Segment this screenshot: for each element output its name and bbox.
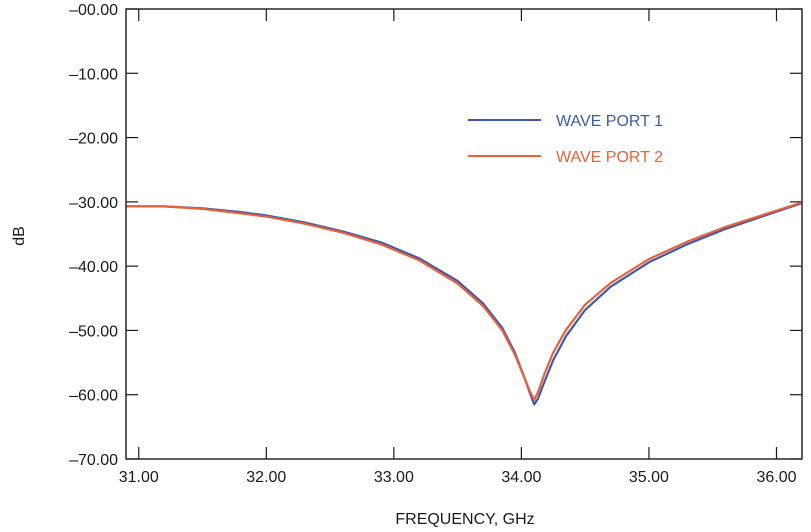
x-tick-label: 32.00 (246, 469, 286, 486)
y-axis-title: dB (11, 226, 28, 246)
y-tick-label: –20.00 (69, 131, 118, 148)
legend: WAVE PORT 1 WAVE PORT 2 (468, 113, 663, 166)
legend-label-wave-port-1: WAVE PORT 1 (556, 113, 663, 130)
x-tick-label: 31.00 (119, 469, 159, 486)
y-tick-label: –60.00 (69, 388, 118, 405)
x-tick-label: 35.00 (629, 469, 669, 486)
series-lines (126, 201, 803, 406)
axis-ticks (126, 8, 802, 460)
tick-labels: 31.00 32.00 33.00 34.00 35.00 36.00 –00.00 –10.… (69, 2, 797, 486)
plot-frame (125, 8, 803, 460)
x-tick-label: 36.00 (756, 469, 796, 486)
series-line-wave-port-2 (126, 201, 803, 401)
y-tick-label: –30.00 (69, 195, 118, 212)
x-tick-label: 33.00 (374, 469, 414, 486)
x-axis-title: FREQUENCY, GHz (395, 511, 534, 528)
series-line-wave-port-1 (126, 202, 803, 406)
y-tick-label: –70.00 (69, 452, 118, 469)
y-tick-label: –50.00 (69, 323, 118, 340)
y-tick-label: –10.00 (69, 66, 118, 83)
y-tick-label: –40.00 (69, 259, 118, 276)
y-tick-label: –00.00 (69, 2, 118, 19)
x-tick-label: 34.00 (501, 469, 541, 486)
legend-label-wave-port-2: WAVE PORT 2 (556, 149, 663, 166)
